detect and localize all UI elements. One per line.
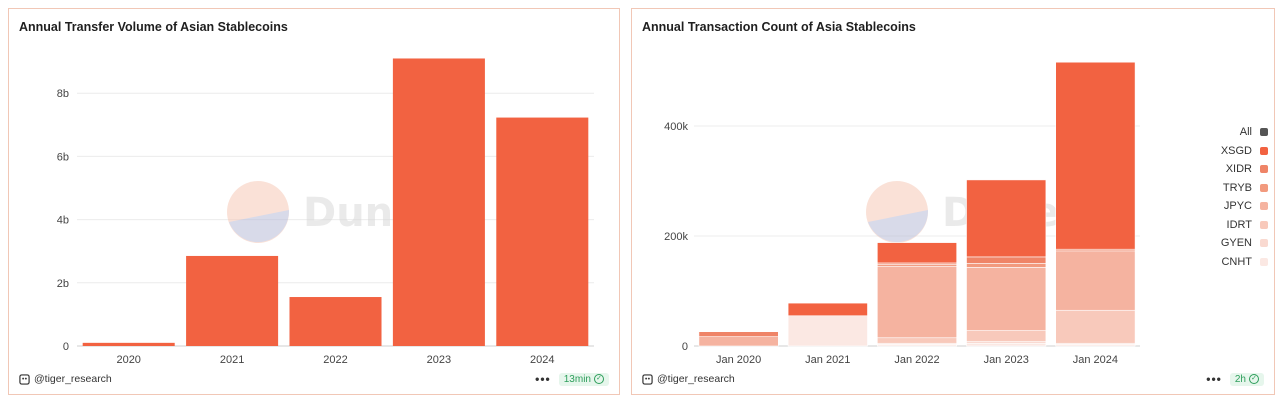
dune-logo-icon <box>19 373 30 385</box>
bar-segment-XIDR <box>698 331 779 337</box>
bar-segment-XSGD <box>966 179 1047 258</box>
bar-segment-XSGD <box>1055 61 1136 250</box>
bar-segment-CNHT <box>966 342 1047 347</box>
legend-item-all[interactable]: All <box>1221 123 1268 142</box>
bar-segment-CNHT <box>787 315 868 347</box>
y-tick-label: 2b <box>57 278 69 290</box>
bar-segment-TRYB <box>966 263 1047 268</box>
more-options-button[interactable]: ••• <box>1206 372 1222 386</box>
dune-watermark: Dune <box>227 181 420 243</box>
chart-title: Annual Transaction Count of Asia Stablec… <box>642 20 916 34</box>
bar-2020 <box>82 342 175 346</box>
y-tick-label: 0 <box>63 341 69 353</box>
legend-label: IDRT <box>1226 218 1252 231</box>
bar-segment-IDRT <box>1055 309 1136 344</box>
chart-panel-transaction-count: Annual Transaction Count of Asia Stablec… <box>631 8 1275 395</box>
check-circle-icon: ✓ <box>594 374 604 384</box>
bar-segment-JPYC <box>877 265 957 339</box>
bar-2021 <box>186 255 279 346</box>
x-tick-label: Jan 2023 <box>984 354 1029 366</box>
bar-segment-XSGD <box>877 242 957 264</box>
legend-item-jpyc[interactable]: JPYC <box>1221 197 1268 216</box>
x-tick-label: 2022 <box>323 354 347 366</box>
chart-legend: All XSGD XIDR TRYB JPYC IDRT GYEN CNHT <box>1221 123 1268 271</box>
legend-item-gyen[interactable]: GYEN <box>1221 234 1268 253</box>
author-name: @tiger_research <box>657 373 735 385</box>
check-circle-icon: ✓ <box>1249 374 1259 384</box>
y-tick-label: 200k <box>664 231 688 243</box>
y-tick-label: 8b <box>57 88 69 100</box>
refresh-status-badge[interactable]: 2h ✓ <box>1229 372 1264 386</box>
chart-title: Annual Transfer Volume of Asian Stableco… <box>19 20 288 34</box>
author-name: @tiger_research <box>34 373 112 385</box>
bar-2022 <box>289 297 382 346</box>
x-tick-label: Jan 2022 <box>894 354 939 366</box>
y-tick-label: 0 <box>682 341 688 353</box>
bar-segment-XSGD <box>787 302 868 317</box>
legend-swatch <box>1260 257 1268 266</box>
bar-segment-XIDR <box>966 256 1047 264</box>
x-tick-label: Jan 2021 <box>805 354 850 366</box>
legend-label: All <box>1239 126 1252 139</box>
legend-swatch <box>1260 239 1268 248</box>
legend-swatch <box>1260 202 1268 211</box>
more-options-button[interactable]: ••• <box>535 372 551 386</box>
legend-swatch <box>1260 165 1268 174</box>
bar-segment-IDRT <box>877 337 957 344</box>
refresh-status-badge[interactable]: 13min ✓ <box>558 372 609 386</box>
y-tick-label: 4b <box>57 215 69 227</box>
legend-label: XSGD <box>1220 144 1252 157</box>
legend-swatch <box>1260 128 1268 137</box>
x-tick-label: Jan 2020 <box>716 354 761 366</box>
x-tick-label: Jan 2024 <box>1073 354 1118 366</box>
y-tick-label: 400k <box>664 121 688 133</box>
bar-2024 <box>496 117 589 346</box>
legend-item-tryb[interactable]: TRYB <box>1221 179 1268 198</box>
dune-logo-icon <box>642 373 653 385</box>
author-credit[interactable]: @tiger_research <box>19 373 112 385</box>
x-tick-label: 2023 <box>427 354 451 366</box>
bar-segment-JPYC <box>698 336 779 347</box>
legend-item-idrt[interactable]: IDRT <box>1221 216 1268 235</box>
x-tick-label: 2020 <box>116 354 140 366</box>
legend-swatch <box>1260 146 1268 155</box>
bar-segment-JPYC <box>1055 250 1136 311</box>
legend-swatch <box>1260 220 1268 229</box>
bar-segment-IDRT <box>966 330 1047 342</box>
bar-chart-transfer-volume: 0 2b 4b 6b 8b Dune 2020 2021 2022 2023 2024 <box>57 58 594 366</box>
x-tick-label: 2021 <box>220 354 244 366</box>
legend-item-xsgd[interactable]: XSGD <box>1221 142 1268 161</box>
y-tick-label: 6b <box>57 151 69 163</box>
legend-label: TRYB <box>1222 181 1252 194</box>
bar-2023 <box>392 58 485 346</box>
legend-label: GYEN <box>1220 237 1252 250</box>
legend-swatch <box>1260 183 1268 192</box>
refresh-time: 13min <box>563 373 591 385</box>
legend-label: XIDR <box>1225 163 1252 176</box>
chart-panel-transfer-volume: Annual Transfer Volume of Asian Stableco… <box>8 8 620 395</box>
bar-segment-JPYC <box>966 267 1047 331</box>
legend-label: JPYC <box>1223 200 1252 213</box>
legend-item-xidr[interactable]: XIDR <box>1221 160 1268 179</box>
author-credit[interactable]: @tiger_research <box>642 373 735 385</box>
legend-item-cnht[interactable]: CNHT <box>1221 253 1268 272</box>
refresh-time: 2h <box>1234 373 1246 385</box>
legend-label: CNHT <box>1221 255 1252 268</box>
x-tick-label: 2024 <box>530 354 554 366</box>
